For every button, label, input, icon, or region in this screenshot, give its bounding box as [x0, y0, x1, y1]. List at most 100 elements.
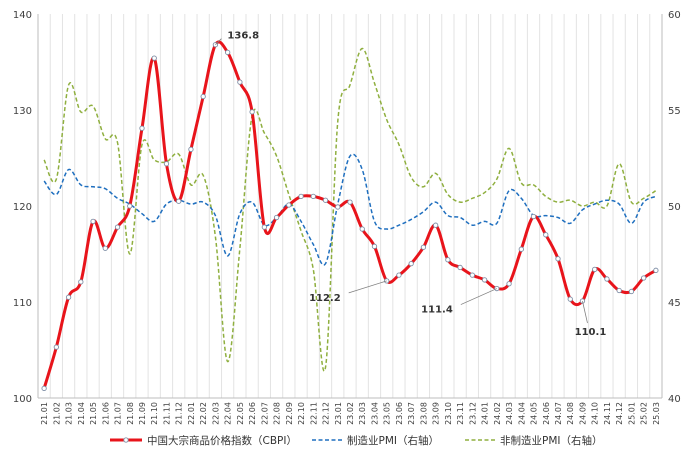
cbpi-point — [322, 197, 329, 203]
x-tick-label: 25.02 — [640, 402, 649, 425]
x-tick-label: 22.03 — [211, 402, 220, 425]
x-tick-label: 24.07 — [554, 402, 563, 425]
cbpi-point — [481, 277, 488, 283]
x-tick-label: 24.08 — [566, 402, 575, 425]
cbpi-point — [469, 272, 476, 278]
x-tick-label: 25.01 — [627, 402, 636, 425]
grid-lines — [37, 14, 663, 398]
cbpi-point — [53, 344, 60, 350]
cbpi-point — [628, 288, 635, 295]
annotation-leader — [348, 280, 387, 294]
annotation-label: 111.4 — [421, 305, 453, 316]
cbpi-point — [188, 146, 194, 153]
x-tick-label: 24.05 — [530, 402, 539, 425]
cbpi-point — [286, 202, 292, 208]
x-tick-label: 22.01 — [187, 402, 196, 425]
cbpi-point — [261, 224, 268, 230]
x-tick-label: 22.09 — [285, 402, 294, 425]
cbpi-point — [616, 287, 622, 294]
series-line-1 — [43, 153, 657, 266]
x-tick-label: 24.09 — [578, 402, 587, 425]
cbpi-point — [65, 294, 72, 300]
cbpi-point — [298, 193, 304, 200]
left-tick-label: 120 — [13, 202, 32, 213]
x-tick-label: 22.12 — [322, 402, 331, 425]
cbpi-point — [273, 214, 280, 221]
left-tick-label: 100 — [13, 394, 32, 405]
x-tick-label: 21.03 — [65, 402, 74, 425]
cbpi-point — [408, 260, 414, 267]
x-tick-label: 21.10 — [150, 402, 159, 425]
x-tick-label: 21.01 — [40, 402, 49, 425]
cbpi-point — [445, 257, 451, 263]
x-tick-label: 24.12 — [615, 402, 624, 425]
x-tick-label: 21.12 — [175, 402, 184, 425]
cbpi-point — [310, 193, 316, 200]
x-tick-label: 21.02 — [52, 402, 61, 425]
annotations: 136.8 112.2 111.4 110.1 — [215, 31, 606, 338]
legend: 中国大宗商品价格指数（CBPI） 制造业PMI（右轴） 非制造业PMI（右轴） — [110, 434, 603, 447]
cbpi-point — [432, 222, 439, 228]
x-tick-label: 23.11 — [456, 402, 465, 425]
cbpi-point — [604, 276, 610, 282]
cbpi-point — [567, 296, 573, 302]
series-markers — [41, 42, 659, 392]
cbpi-point — [506, 281, 512, 287]
cbpi-point — [359, 226, 365, 232]
cbpi-point — [237, 79, 243, 85]
cbpi-point — [335, 204, 341, 210]
x-tick-label: 25.03 — [652, 402, 661, 425]
cbpi-point — [163, 161, 170, 167]
cbpi-point — [41, 385, 47, 392]
right-tick-label: 60 — [668, 10, 681, 21]
legend-label-2: 非制造业PMI（右轴） — [500, 434, 603, 447]
cbpi-point — [151, 55, 157, 61]
cbpi-point — [640, 275, 647, 281]
x-axis-ticks: 21.01 21.02 21.03 21.04 21.05 21.06 21.07 21.08… — [40, 402, 661, 425]
x-tick-label: 23.10 — [444, 402, 453, 425]
legend-label-1: 制造业PMI（右轴） — [347, 434, 439, 447]
cbpi-point — [249, 109, 255, 115]
cbpi-point — [653, 267, 659, 273]
cbpi-point — [224, 49, 231, 56]
cbpi-point — [396, 272, 402, 278]
x-tick-label: 22.07 — [260, 402, 269, 425]
cbpi-point — [347, 199, 353, 205]
x-tick-label: 24.06 — [542, 402, 551, 425]
left-tick-label: 110 — [13, 298, 32, 309]
x-tick-label: 21.04 — [77, 402, 86, 425]
right-tick-label: 40 — [668, 394, 681, 405]
cbpi-point — [530, 213, 537, 220]
x-tick-label: 21.08 — [126, 402, 135, 425]
cbpi-point — [78, 279, 84, 285]
left-axis-ticks: 100 110 120 130 140 — [13, 10, 32, 405]
x-tick-label: 22.11 — [309, 402, 318, 425]
left-tick-label: 140 — [13, 10, 32, 21]
left-tick-label: 130 — [13, 106, 32, 117]
annotation-label: 110.1 — [575, 327, 607, 338]
right-tick-label: 45 — [668, 298, 681, 309]
x-tick-label: 24.01 — [481, 402, 490, 425]
x-tick-label: 24.02 — [493, 402, 502, 425]
x-tick-label: 22.02 — [199, 402, 208, 425]
annotation-leader — [460, 288, 497, 305]
x-tick-label: 24.03 — [505, 402, 514, 425]
x-tick-label: 22.04 — [224, 402, 233, 425]
right-axis-ticks: 40 45 50 55 60 — [668, 10, 681, 405]
x-tick-label: 21.07 — [114, 402, 123, 425]
cbpi-point — [457, 264, 463, 271]
cbpi-point — [139, 125, 145, 131]
series-line-2 — [43, 47, 657, 372]
annotation-label: 112.2 — [309, 293, 341, 304]
annotation-leader — [215, 38, 222, 46]
cbpi-point — [114, 224, 121, 230]
cbpi-point — [518, 246, 524, 252]
x-tick-label: 21.05 — [89, 402, 98, 425]
x-tick-label: 23.01 — [334, 402, 343, 425]
cbpi-point — [555, 256, 561, 262]
x-tick-label: 23.08 — [419, 402, 428, 425]
x-tick-label: 22.08 — [273, 402, 282, 425]
x-tick-label: 23.04 — [370, 402, 379, 425]
x-tick-label: 24.11 — [603, 402, 612, 425]
x-tick-label: 23.06 — [395, 402, 404, 425]
